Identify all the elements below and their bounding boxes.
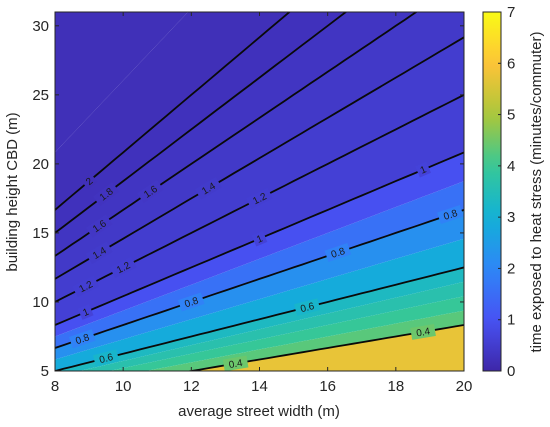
- contour-label-bg: [415, 161, 431, 178]
- contour-line: [55, 209, 464, 349]
- colorbar-tick-label: 5: [507, 107, 515, 124]
- contour-label: 0.6: [294, 298, 321, 316]
- colorbar-tick-label: 1: [507, 312, 515, 329]
- contour-label-bg: [324, 242, 352, 263]
- contour-label-bg: [294, 298, 321, 316]
- contour-label: 0.8: [178, 292, 205, 312]
- contour-label-text: 1: [255, 233, 265, 245]
- contour-label-bg: [85, 241, 113, 265]
- contour-label-bg: [92, 349, 120, 367]
- contour-label-bg: [437, 204, 464, 225]
- y-tick-label: 10: [32, 294, 49, 311]
- contour-label-text: 0.4: [415, 326, 431, 339]
- contour-label-text: 0.8: [330, 246, 347, 261]
- contour-label-bg: [92, 182, 120, 207]
- contour-label-text: 0.4: [228, 358, 244, 371]
- colorbar-ticks: 0 1 2 3 4 5 6 7: [498, 4, 515, 380]
- contour-line: [55, 12, 291, 211]
- contour-label-bg: [69, 329, 96, 349]
- contour-label-text: 0.8: [442, 208, 459, 223]
- x-tick-label: 14: [251, 378, 268, 395]
- contour-label-bg: [222, 355, 249, 372]
- colorbar-tick-label: 6: [507, 55, 515, 72]
- colorbar-tick-label: 0: [507, 363, 515, 380]
- contour-line: [55, 266, 464, 371]
- plot-area: [55, 12, 464, 371]
- contour-label: 0.4: [222, 355, 249, 372]
- contour-band: [79, 281, 464, 371]
- contour-label-text: 2: [84, 176, 96, 188]
- colorbar-tick-label: 7: [507, 4, 515, 21]
- contour-line: [55, 12, 418, 257]
- x-tick-label: 8: [51, 378, 59, 395]
- contour-band: [55, 238, 464, 371]
- contour-label: 0.4: [410, 323, 436, 340]
- contour-label-bg: [410, 323, 436, 340]
- y-axis-ticks: 5 10 15 20 25 30: [32, 18, 464, 380]
- contour-line: [55, 36, 464, 280]
- contour-line: [185, 324, 464, 371]
- colorbar-label: time exposed to heat stress (minutes/com…: [528, 32, 545, 353]
- contour-label: 2: [80, 172, 98, 190]
- y-tick-label: 15: [32, 225, 49, 242]
- contour-band: [55, 181, 464, 348]
- contour-band: [55, 94, 464, 325]
- contour-label-bg: [109, 256, 137, 279]
- x-tick-label: 12: [183, 378, 200, 395]
- x-tick-label: 10: [115, 378, 132, 395]
- x-tick-label: 16: [319, 378, 336, 395]
- contour-label: 0.6: [92, 349, 120, 367]
- contour-label-text: 0.6: [98, 352, 115, 366]
- colorbar-tick-label: 4: [507, 158, 515, 175]
- contour-label-bg: [85, 214, 113, 238]
- contour-label-bg: [137, 179, 164, 204]
- contour-label-bg: [178, 292, 205, 312]
- y-axis-label: building height CBD (m): [4, 112, 21, 271]
- contour-band: [55, 12, 188, 153]
- colorbar-tick-label: 2: [507, 260, 515, 277]
- contour-label-bg: [77, 304, 94, 320]
- contour-labels: 0.40.40.60.60.80.80.80.81111.21.21.21.41…: [69, 161, 464, 372]
- contour-label-text: 1: [81, 307, 91, 319]
- contour-band: [55, 209, 464, 360]
- x-axis-ticks: 8 10 12 14 16 18 20: [51, 12, 473, 395]
- x-tick-label: 18: [387, 378, 404, 395]
- contour-label: 0.8: [437, 204, 464, 225]
- contour-label-text: 0.8: [183, 295, 200, 310]
- colorbar-tick-label: 3: [507, 209, 515, 226]
- contour-label-bg: [251, 230, 268, 247]
- contour-label: 0.8: [324, 242, 352, 263]
- contour-band: [109, 296, 464, 371]
- y-tick-label: 25: [32, 87, 49, 104]
- colorbar: [482, 11, 502, 372]
- contour-label-bg: [195, 177, 222, 200]
- contour-band: [55, 37, 464, 303]
- y-tick-label: 5: [41, 363, 49, 380]
- contour-label-text: 0.6: [299, 301, 316, 315]
- x-tick-label: 20: [456, 378, 473, 395]
- contour-label: 1: [251, 230, 268, 247]
- y-tick-label: 20: [32, 156, 49, 173]
- y-tick-label: 30: [32, 18, 49, 35]
- contour-label-bg: [80, 172, 98, 190]
- contour-label-text: 1: [419, 164, 429, 176]
- contour-band: [55, 12, 464, 279]
- contour-label-text: 0.8: [74, 332, 91, 347]
- contour-label-bg: [72, 275, 100, 298]
- contour-label-bg: [246, 187, 273, 210]
- x-axis-label: average street width (m): [178, 403, 340, 420]
- contour-band: [146, 310, 464, 371]
- contour-line: [55, 12, 348, 234]
- contour-label: 0.8: [69, 329, 96, 349]
- contour-label: 1: [415, 161, 431, 178]
- contour-label: 1: [77, 304, 94, 320]
